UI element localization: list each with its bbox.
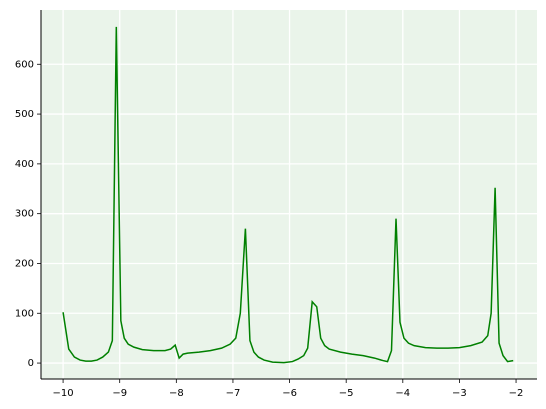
marks	[62, 26, 514, 364]
x-tick-label: −4	[395, 388, 410, 399]
y-tick-label: 0	[28, 358, 34, 369]
x-tick-label: −2	[509, 388, 524, 399]
y-tick-label: 300	[15, 209, 34, 220]
line	[62, 26, 514, 364]
y-tick-label: 100	[15, 308, 34, 319]
ticks: −10 −9 −8 −7 −6 −5 −4 −3 −2 0 100 200 300 400 500 600	[15, 59, 524, 399]
y-tick-label: 500	[15, 109, 34, 120]
x-tick-label: −5	[339, 388, 354, 399]
x-tick-label: −7	[226, 388, 241, 399]
x-tick-label: −6	[282, 388, 297, 399]
x-tick-label: −9	[112, 388, 127, 399]
y-tick-label: 400	[15, 159, 34, 170]
y-tick-label: 200	[15, 258, 34, 269]
x-tick-label: −8	[169, 388, 184, 399]
grid	[41, 10, 537, 379]
x-tick-label: −10	[53, 388, 74, 399]
y-tick-label: 600	[15, 59, 34, 70]
x-tick-label: −3	[452, 388, 467, 399]
